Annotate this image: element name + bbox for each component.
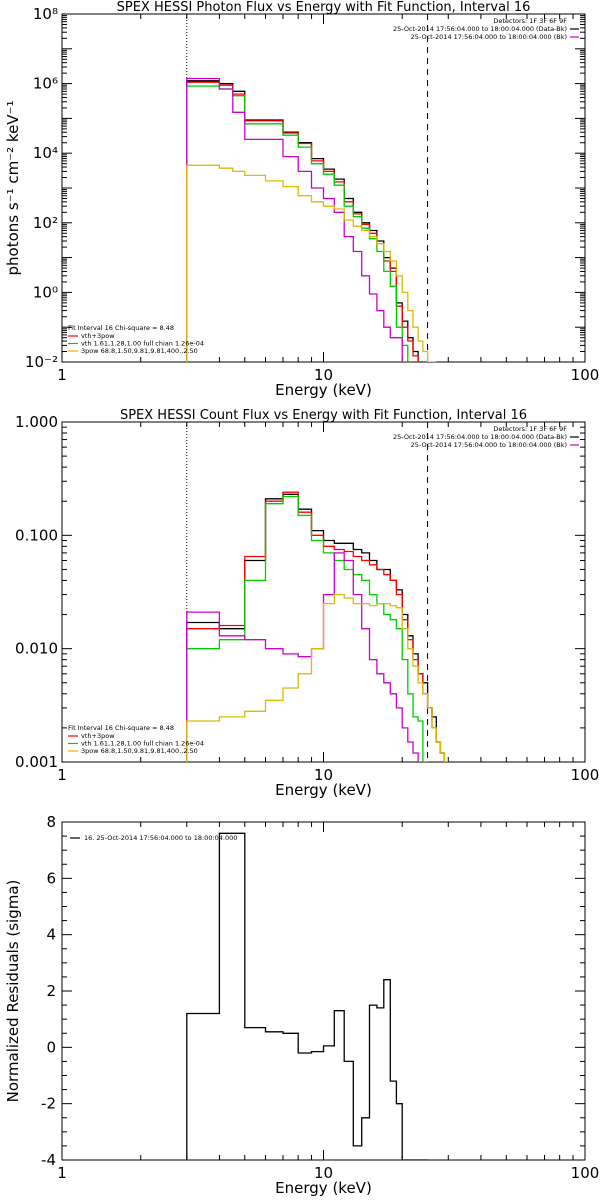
x-tick-label: 10 <box>314 1164 333 1182</box>
y-tick-label: 2 <box>46 982 56 1000</box>
panel-1: 1 10 100 10⁻² 10⁰ 10² 10⁴ 10⁶ 10⁸ SPEX HESSI Phot… <box>4 0 599 399</box>
y-tick-label: 0.001 <box>15 753 58 771</box>
chart-title: SPEX HESSI Count Flux vs Energy with Fit… <box>120 408 527 423</box>
x-tick-label: 1 <box>57 366 67 384</box>
x-tick-label: 100 <box>571 766 600 784</box>
panel-3: 1 10 100 -4 -2 0 2 4 6 8 Energy (keV) Normalized Re… <box>4 813 599 1197</box>
y-tick-label: 0.100 <box>15 526 58 544</box>
fit-legend-title: Fit Interval 16 Chi-square = 8.48 <box>68 724 174 732</box>
fit-legend-label: vth+3pow <box>81 332 115 340</box>
y-tick-label: 10⁻² <box>25 353 58 371</box>
y-tick-label: 10⁶ <box>33 75 58 93</box>
plot-frame <box>61 821 586 1161</box>
data-series-1 <box>186 80 423 362</box>
fit-legend-title: Fit Interval 16 Chi-square = 8.48 <box>68 324 174 332</box>
legend-header-line: Detectors: 1F 3F 6F 9F <box>493 425 567 433</box>
data-series-group <box>186 832 428 1160</box>
fit-legend-label: vth+3pow <box>81 732 115 740</box>
data-series-group <box>186 491 449 762</box>
y-tick-label: 0.010 <box>15 640 58 658</box>
legend-header-line: Detectors: 1F 3F 6F 9F <box>493 17 567 25</box>
x-tick-label: 10 <box>314 366 333 384</box>
fit-legend-label: vth 1.61,1.28,1.00 full chian 1.26e-04 <box>81 740 204 748</box>
fit-legend-label: vth 1.61,1.28,1.00 full chian 1.26e-04 <box>81 340 204 348</box>
panel-2: 1 10 100 0.001 0.010 0.100 1.000 SPEX HESSI Cou… <box>15 408 599 799</box>
y-tick-label: 6 <box>46 869 56 887</box>
y-tick-label: 10⁴ <box>33 144 58 162</box>
y-axis-label: Normalized Residuals (sigma) <box>4 880 22 1103</box>
data-series-4 <box>186 77 413 362</box>
x-tick-label: 1 <box>57 1164 67 1182</box>
y-tick-label: -4 <box>41 1151 56 1169</box>
chart-title: SPEX HESSI Photon Flux vs Energy with Fi… <box>117 0 531 15</box>
y-tick-label: 10⁰ <box>33 283 58 301</box>
x-axis-label: Energy (keV) <box>275 381 372 399</box>
x-tick-label: 10 <box>314 766 333 784</box>
fit-legend-label: 3pow 68.8,1.50,9.81,9.81,400.,2.50 <box>81 347 198 355</box>
data-series-3 <box>186 85 413 362</box>
data-series-4 <box>186 552 423 762</box>
legend-header-line: 25-Oct-2014 17:56:04.000 to 18:00:04.000… <box>411 441 567 449</box>
fit-legend-label: 3pow 68.8,1.50,9.81,9.81,400.,2.50 <box>81 747 198 755</box>
x-tick-label: 100 <box>571 1164 600 1182</box>
plot-frame <box>61 421 586 763</box>
x-tick-label: 1 <box>57 766 67 784</box>
x-axis-label: Energy (keV) <box>275 1179 372 1197</box>
data-series-5 <box>186 593 449 762</box>
x-axis-label: Energy (keV) <box>275 781 372 799</box>
y-tick-label: 1.000 <box>15 413 58 431</box>
y-tick-label: 4 <box>46 926 56 944</box>
legend-header-line: 25-Oct-2014 17:56:04.000 to 18:00:04.000… <box>393 433 567 441</box>
y-axis-label: photons s⁻¹ cm⁻² keV⁻¹ <box>4 101 22 276</box>
data-series-group <box>186 77 437 362</box>
data-series-2 <box>186 81 423 362</box>
y-tick-label: 10² <box>33 214 58 232</box>
y-tick-label: 8 <box>46 813 56 831</box>
data-series-1 <box>186 832 428 1160</box>
data-series-1 <box>186 493 449 762</box>
y-tick-label: 10⁸ <box>33 5 58 23</box>
legend-header-line: 25-Oct-2014 17:56:04.000 to 18:00:04.000… <box>411 33 567 41</box>
data-series-5 <box>186 164 437 362</box>
y-tick-label: 0 <box>46 1038 56 1056</box>
y-tick-label: -2 <box>41 1095 56 1113</box>
legend-label: 16. 25-Oct-2014 17:56:04.000 to 18:00:04… <box>84 834 237 842</box>
data-series-2 <box>186 491 449 762</box>
legend-header-line: 25-Oct-2014 17:56:04.000 to 18:00:04.000… <box>393 25 567 33</box>
x-tick-label: 100 <box>571 366 600 384</box>
